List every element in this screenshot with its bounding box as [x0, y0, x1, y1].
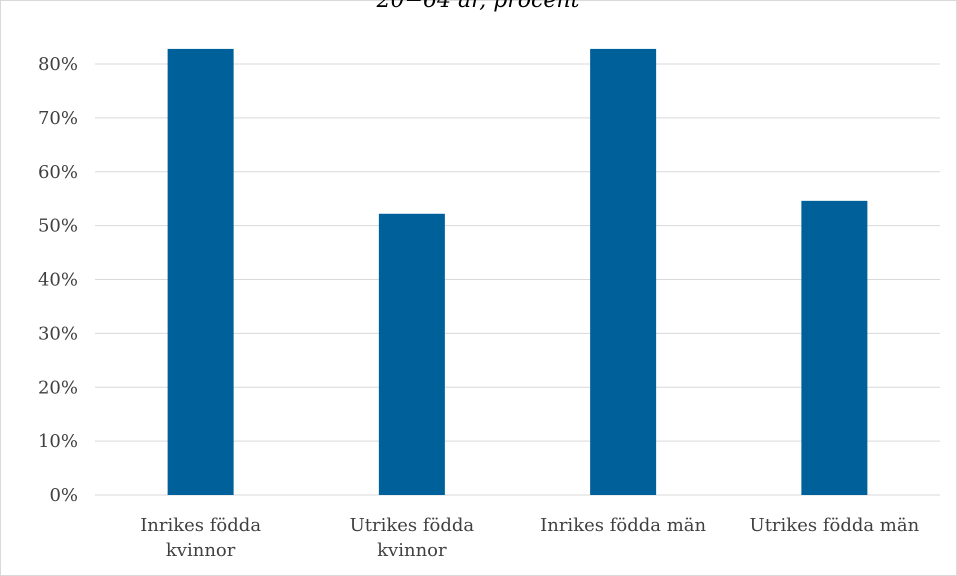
y-tick-label-70: 70% — [38, 108, 78, 129]
y-tick-label-30: 30% — [38, 323, 78, 344]
chart-title: 20−64 år, procent — [376, 0, 580, 13]
bar-2 — [590, 48, 657, 495]
y-tick-label-20: 20% — [38, 377, 78, 398]
bars — [167, 48, 868, 495]
x-category-label-3: Utrikes födda män — [750, 515, 920, 536]
y-tick-label-0: 0% — [49, 485, 78, 506]
x-category-label-1: Utrikes födda kvinnor — [350, 515, 475, 561]
x-category-label-0: Inrikes födda kvinnor — [140, 515, 261, 561]
x-axis-categories: Inrikes födda kvinnor Utrikes födda kvinnor… — [140, 515, 919, 561]
y-tick-label-60: 60% — [38, 162, 78, 183]
bar-1 — [378, 213, 445, 495]
y-tick-label-50: 50% — [38, 216, 78, 237]
y-tick-label-80: 80% — [38, 54, 78, 75]
y-tick-label-10: 10% — [38, 431, 78, 452]
y-tick-label-40: 40% — [38, 270, 78, 291]
x-category-label-2: Inrikes födda män — [540, 515, 706, 536]
bar-0 — [167, 48, 234, 495]
y-axis-ticks: 0% 10% 20% 30% 40% 50% 60% 70% 80% — [38, 54, 78, 506]
gridlines — [95, 63, 940, 496]
bar-3 — [801, 200, 868, 495]
